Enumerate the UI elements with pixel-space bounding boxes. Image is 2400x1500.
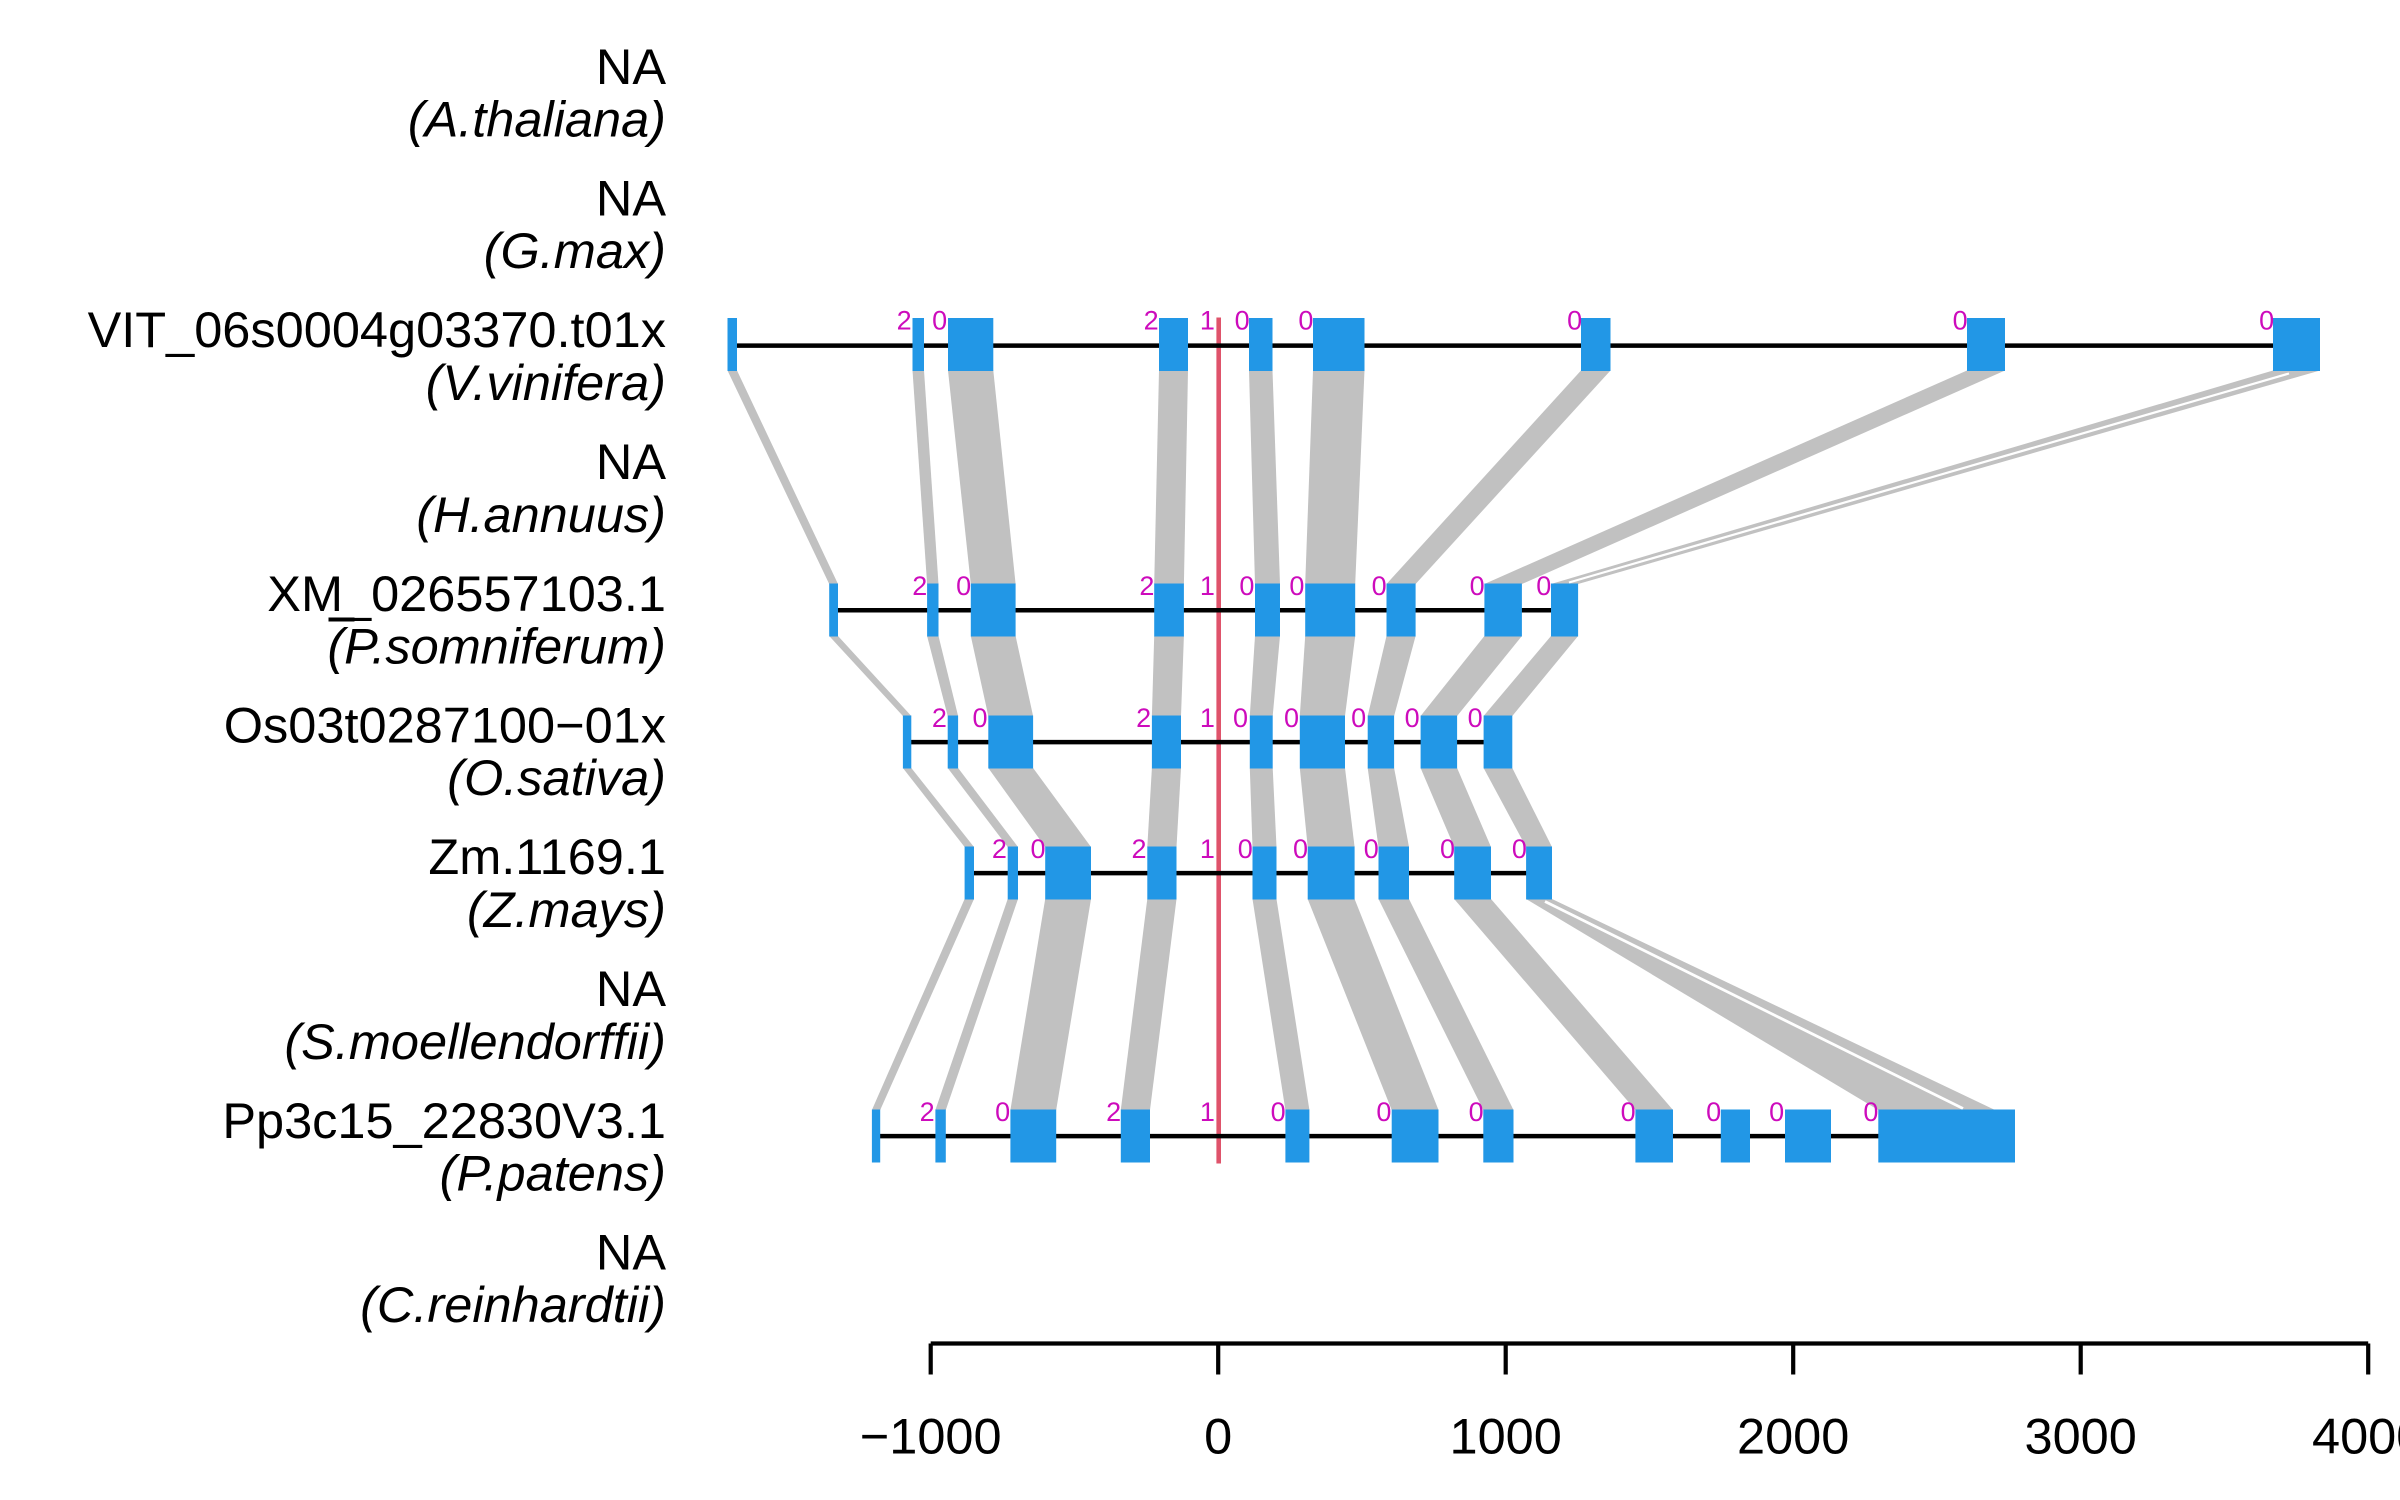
svg-text:(G.max): (G.max) [484, 222, 666, 279]
svg-text:0: 0 [1235, 305, 1250, 335]
svg-text:1: 1 [1200, 834, 1215, 864]
svg-text:4000: 4000 [2312, 1408, 2400, 1465]
svg-text:0: 0 [1953, 305, 1968, 335]
svg-text:(C.reinhardtii): (C.reinhardtii) [360, 1276, 666, 1333]
svg-text:NA: NA [596, 170, 666, 227]
svg-text:NA: NA [596, 38, 666, 95]
svg-text:2: 2 [1144, 305, 1159, 335]
svg-text:1: 1 [1200, 305, 1215, 335]
svg-text:(P.somniferum): (P.somniferum) [327, 618, 666, 675]
svg-text:−1000: −1000 [860, 1408, 1002, 1465]
svg-text:2: 2 [992, 834, 1007, 864]
svg-text:(A.thaliana): (A.thaliana) [408, 91, 666, 148]
svg-text:1000: 1000 [1450, 1408, 1562, 1465]
svg-text:0: 0 [1271, 1097, 1286, 1127]
svg-text:(O.sativa): (O.sativa) [447, 749, 666, 806]
svg-text:2: 2 [920, 1097, 935, 1127]
svg-text:Os03t0287100−01x: Os03t0287100−01x [224, 697, 666, 754]
svg-text:0: 0 [1405, 703, 1420, 733]
svg-text:0: 0 [956, 571, 971, 601]
svg-text:0: 0 [1469, 1097, 1484, 1127]
svg-text:0: 0 [1567, 305, 1582, 335]
svg-text:VIT_06s0004g03370.t01x: VIT_06s0004g03370.t01x [88, 301, 666, 358]
svg-text:0: 0 [932, 305, 947, 335]
svg-text:0: 0 [1293, 834, 1308, 864]
svg-text:(P.patens): (P.patens) [440, 1145, 666, 1202]
svg-text:0: 0 [1621, 1097, 1636, 1127]
svg-text:0: 0 [1238, 834, 1253, 864]
svg-text:2: 2 [912, 571, 927, 601]
svg-text:0: 0 [1372, 571, 1387, 601]
svg-text:0: 0 [1239, 571, 1254, 601]
svg-text:(Z.mays): (Z.mays) [467, 881, 666, 938]
svg-text:2: 2 [897, 305, 912, 335]
svg-text:0: 0 [1536, 571, 1551, 601]
svg-text:Pp3c15_22830V3.1: Pp3c15_22830V3.1 [222, 1092, 666, 1149]
svg-text:2: 2 [932, 703, 947, 733]
svg-text:0: 0 [1030, 834, 1045, 864]
svg-text:0: 0 [1204, 1408, 1232, 1465]
svg-text:NA: NA [596, 960, 666, 1017]
svg-text:(H.annuus): (H.annuus) [416, 486, 666, 543]
svg-text:0: 0 [1233, 703, 1248, 733]
svg-text:1: 1 [1200, 1097, 1215, 1127]
svg-text:0: 0 [1351, 703, 1366, 733]
svg-text:Zm.1169.1: Zm.1169.1 [428, 828, 666, 885]
svg-text:0: 0 [1706, 1097, 1721, 1127]
svg-text:2: 2 [1131, 834, 1146, 864]
svg-text:(V.vinifera): (V.vinifera) [426, 354, 666, 411]
svg-text:0: 0 [1468, 703, 1483, 733]
svg-text:0: 0 [972, 703, 987, 733]
svg-text:XM_026557103.1: XM_026557103.1 [267, 565, 666, 622]
svg-text:2: 2 [1139, 571, 1154, 601]
svg-text:1: 1 [1200, 571, 1215, 601]
svg-text:0: 0 [1512, 834, 1527, 864]
svg-text:0: 0 [1440, 834, 1455, 864]
svg-text:2: 2 [1106, 1097, 1121, 1127]
svg-text:0: 0 [2259, 305, 2274, 335]
svg-text:0: 0 [1769, 1097, 1784, 1127]
svg-text:1: 1 [1200, 703, 1215, 733]
svg-text:0: 0 [1364, 834, 1379, 864]
svg-text:3000: 3000 [2025, 1408, 2137, 1465]
svg-text:0: 0 [1376, 1097, 1391, 1127]
svg-text:0: 0 [1298, 305, 1313, 335]
svg-text:2000: 2000 [1737, 1408, 1849, 1465]
svg-text:0: 0 [995, 1097, 1010, 1127]
svg-text:2: 2 [1136, 703, 1151, 733]
svg-text:NA: NA [596, 1224, 666, 1281]
svg-text:0: 0 [1863, 1097, 1878, 1127]
svg-text:(S.moellendorffii): (S.moellendorffii) [284, 1013, 666, 1070]
svg-text:0: 0 [1284, 703, 1299, 733]
svg-text:NA: NA [596, 433, 666, 490]
svg-text:0: 0 [1470, 571, 1485, 601]
svg-text:0: 0 [1289, 571, 1304, 601]
